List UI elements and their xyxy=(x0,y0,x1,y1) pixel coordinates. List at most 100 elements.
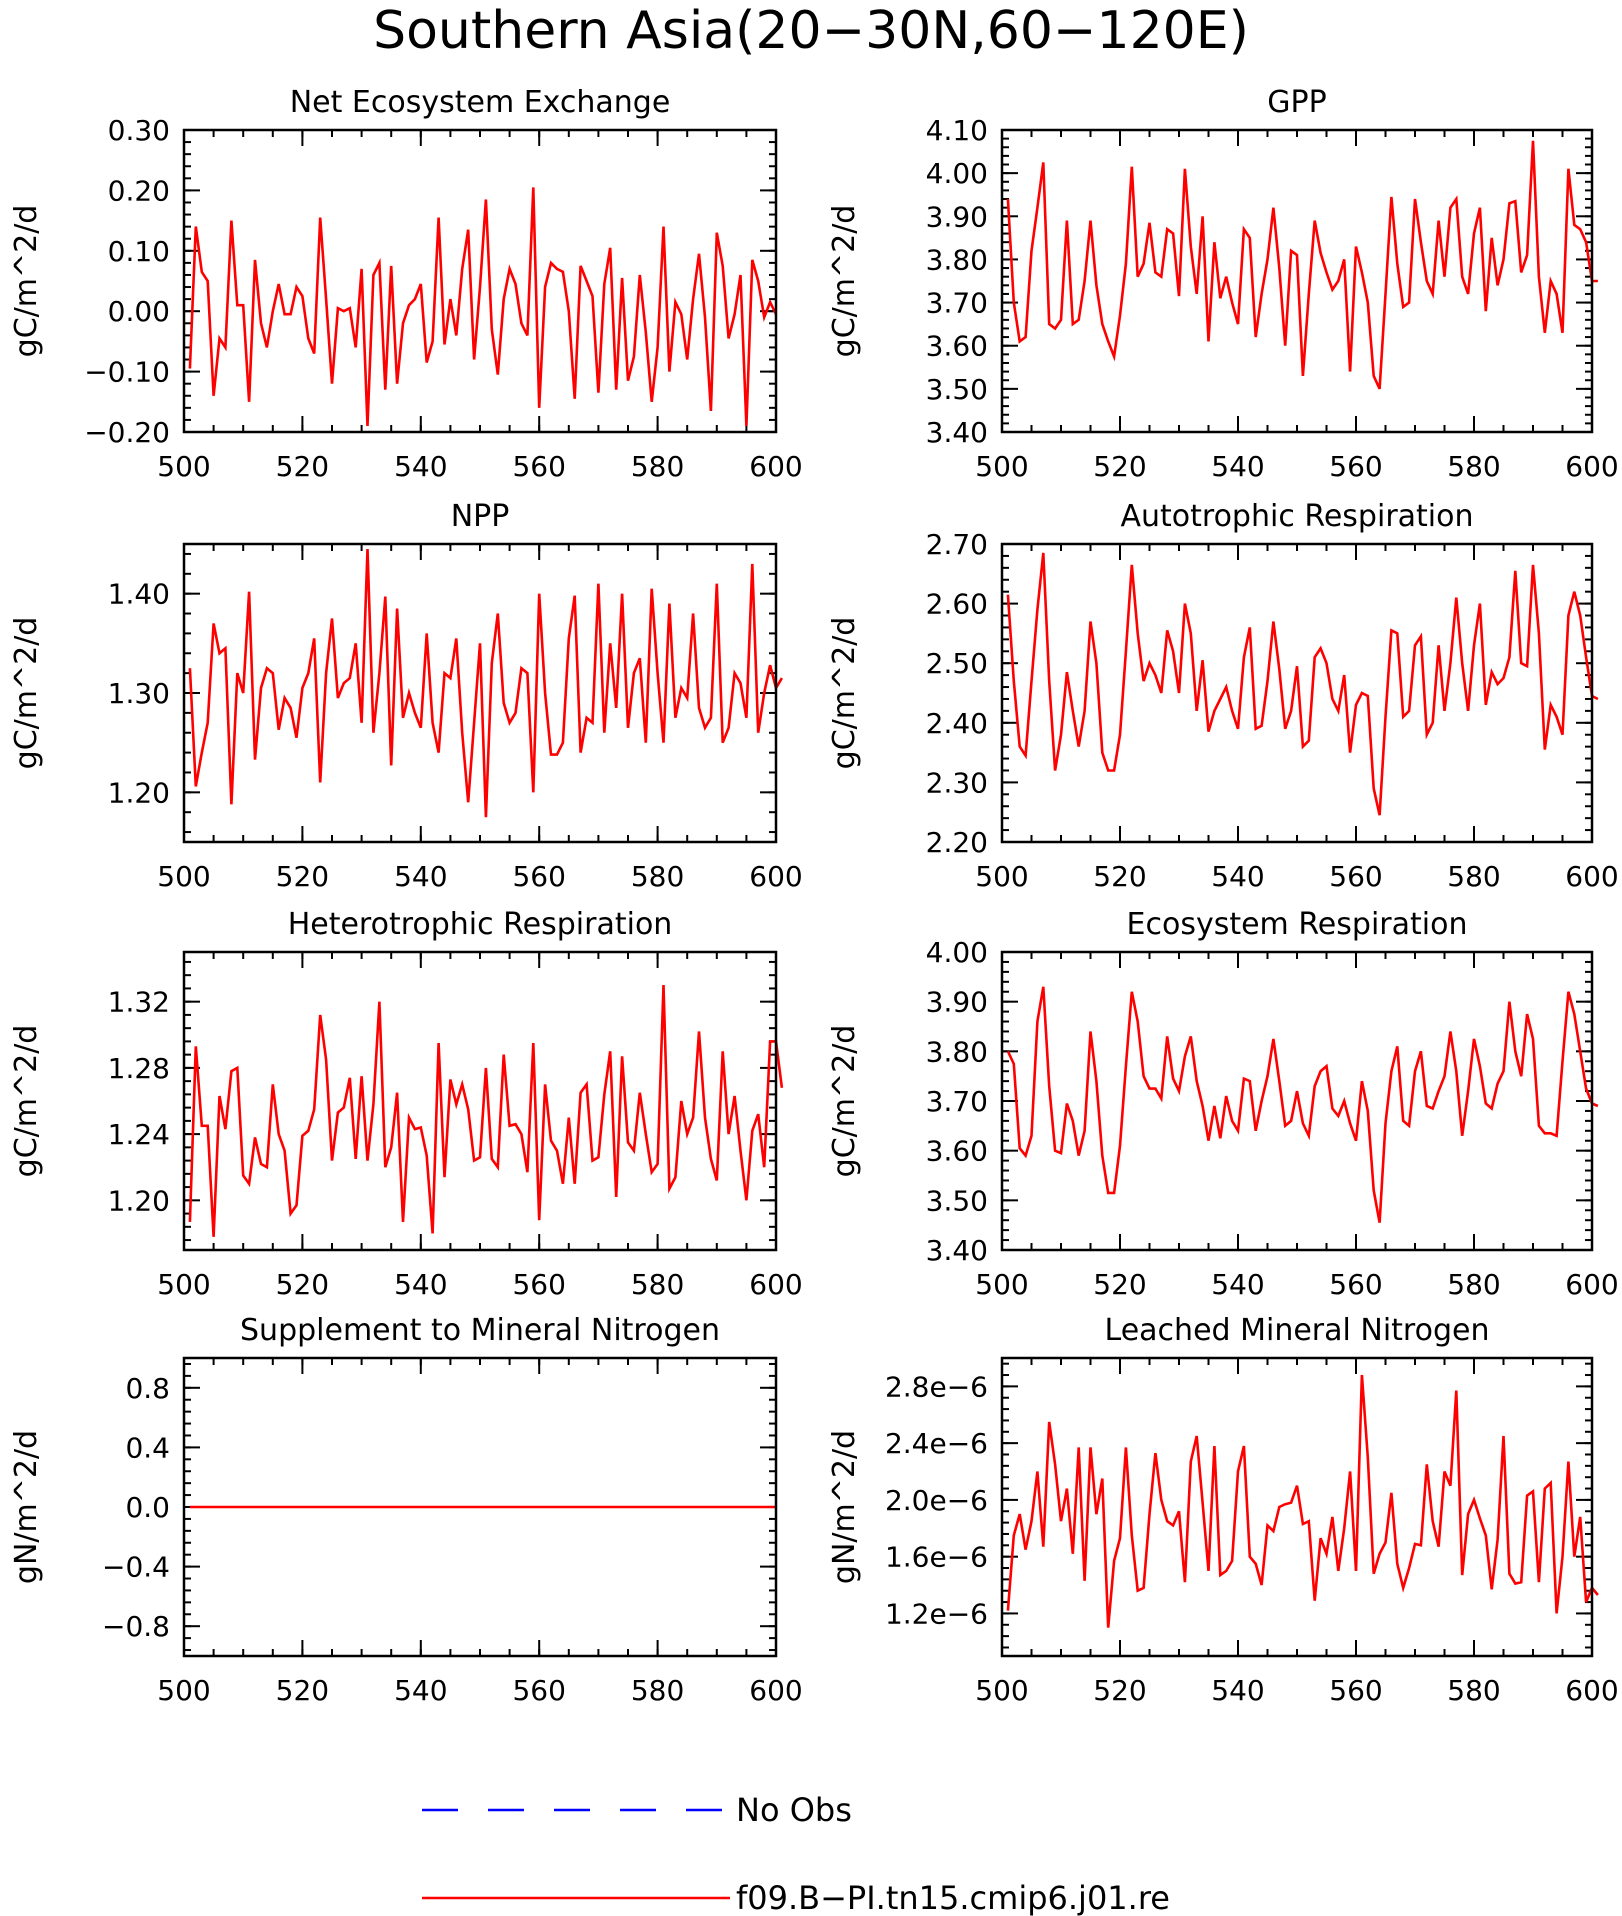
y-tick-label: −0.8 xyxy=(102,1610,170,1643)
panel-supplement-to-mineral-nitrogen: Supplement to Mineral Nitrogen gN/m^2/d 50… xyxy=(9,1313,803,1707)
y-tick-label: 0.10 xyxy=(108,235,170,268)
y-axis-label: gC/m^2/d xyxy=(827,1025,862,1178)
y-tick-label: 2.70 xyxy=(926,528,988,561)
y-tick-label: 3.90 xyxy=(926,200,988,233)
panel-title: Autotrophic Respiration xyxy=(1120,499,1473,534)
x-tick-label: 560 xyxy=(512,450,565,483)
x-tick-label: 600 xyxy=(1565,1674,1618,1707)
y-tick-label: 1.32 xyxy=(108,986,170,1019)
panel-title: Leached Mineral Nitrogen xyxy=(1105,1313,1490,1348)
legend-label: f09.B−PI.tn15.cmip6.j01.re xyxy=(736,1879,1170,1916)
x-tick-label: 500 xyxy=(157,450,210,483)
series-line xyxy=(188,985,784,1237)
x-tick-label: 560 xyxy=(1329,1674,1382,1707)
panel-autotrophic-respiration: Autotrophic Respiration gC/m^2/d 500 520 540… xyxy=(827,499,1619,893)
x-tick-label: 540 xyxy=(1211,1674,1264,1707)
y-axis-label: gN/m^2/d xyxy=(9,1430,44,1584)
panel-ecosystem-respiration: Ecosystem Respiration gC/m^2/d 500 520 540 56… xyxy=(827,907,1619,1301)
y-tick-label: 3.40 xyxy=(926,1234,988,1267)
y-tick-label: 3.60 xyxy=(926,1135,988,1168)
x-tick-label: 600 xyxy=(749,1268,802,1301)
y-axis-label: gN/m^2/d xyxy=(827,1430,862,1584)
y-tick-label: 1.20 xyxy=(108,1184,170,1217)
y-tick-label: 1.6e−6 xyxy=(885,1541,988,1574)
x-tick-label: 520 xyxy=(276,860,329,893)
figure-title: Southern Asia(20−30N,60−120E) xyxy=(373,1,1249,61)
y-tick-label: 4.00 xyxy=(926,157,988,190)
series-line xyxy=(188,187,778,427)
y-tick-label: 3.90 xyxy=(926,986,988,1019)
y-tick-label: 4.00 xyxy=(926,936,988,969)
y-tick-label: 0.00 xyxy=(108,295,170,328)
x-tick-label: 580 xyxy=(631,450,684,483)
y-tick-label: 3.80 xyxy=(926,1035,988,1068)
x-tick-label: 600 xyxy=(1565,860,1618,893)
x-tick-label: 600 xyxy=(1565,450,1618,483)
axes-frame xyxy=(182,1356,778,1658)
series-line xyxy=(1006,1374,1599,1628)
x-tick-label: 500 xyxy=(157,860,210,893)
y-tick-label: 1.2e−6 xyxy=(885,1597,988,1630)
x-tick-label: 520 xyxy=(276,1674,329,1707)
x-tick-label: 520 xyxy=(1093,1268,1146,1301)
y-axis-label: gC/m^2/d xyxy=(9,205,44,358)
x-tick-label: 540 xyxy=(1211,860,1264,893)
x-tick-label: 520 xyxy=(1093,860,1146,893)
x-tick-label: 580 xyxy=(631,1674,684,1707)
x-tick-label: 600 xyxy=(749,450,802,483)
panel-title: Heterotrophic Respiration xyxy=(288,907,673,942)
y-tick-label: 2.0e−6 xyxy=(885,1484,988,1517)
x-tick-label: 500 xyxy=(157,1268,210,1301)
x-tick-label: 580 xyxy=(631,860,684,893)
axes-frame xyxy=(1000,1356,1594,1658)
x-tick-label: 500 xyxy=(975,1674,1028,1707)
y-tick-label: 0.4 xyxy=(125,1431,170,1464)
panel-title: GPP xyxy=(1267,85,1326,120)
y-axis-label: gC/m^2/d xyxy=(9,617,44,770)
y-tick-label: 4.10 xyxy=(926,114,988,147)
axes-frame xyxy=(182,950,778,1252)
panels: Net Ecosystem Exchange gC/m^2/d 500 520 540 5… xyxy=(9,85,1619,1707)
y-tick-label: 3.60 xyxy=(926,330,988,363)
x-tick-label: 600 xyxy=(749,1674,802,1707)
panel-gpp: GPP gC/m^2/d 500 520 540 560 580 600 3.40 3.50 3.6… xyxy=(827,85,1619,483)
x-tick-label: 500 xyxy=(975,1268,1028,1301)
x-tick-label: 560 xyxy=(512,860,565,893)
x-tick-label: 520 xyxy=(1093,450,1146,483)
y-tick-label: 3.50 xyxy=(926,1184,988,1217)
y-tick-label: 1.40 xyxy=(108,578,170,611)
y-tick-label: 2.40 xyxy=(926,707,988,740)
y-tick-label: 2.50 xyxy=(926,647,988,680)
y-tick-label: 1.24 xyxy=(108,1118,170,1151)
y-tick-label: −0.20 xyxy=(84,416,170,449)
series-line xyxy=(1006,140,1598,390)
y-tick-label: −0.10 xyxy=(84,356,170,389)
panel-title: Net Ecosystem Exchange xyxy=(290,85,671,120)
x-tick-label: 540 xyxy=(1211,1268,1264,1301)
y-axis-label: gC/m^2/d xyxy=(9,1025,44,1178)
y-tick-label: 3.70 xyxy=(926,1085,988,1118)
x-tick-label: 560 xyxy=(512,1674,565,1707)
x-tick-label: 540 xyxy=(394,1268,447,1301)
legend-label: No Obs xyxy=(736,1791,852,1829)
y-tick-label: 0.0 xyxy=(125,1491,170,1524)
y-tick-label: 3.70 xyxy=(926,287,988,320)
x-tick-label: 560 xyxy=(1329,1268,1382,1301)
panel-title: Ecosystem Respiration xyxy=(1127,907,1468,942)
panel-net-ecosystem-exchange: Net Ecosystem Exchange gC/m^2/d 500 520 540 5… xyxy=(9,85,803,483)
x-tick-label: 540 xyxy=(394,1674,447,1707)
x-tick-label: 560 xyxy=(1329,450,1382,483)
y-tick-label: 2.8e−6 xyxy=(885,1370,988,1403)
y-tick-label: 1.28 xyxy=(108,1052,170,1085)
y-axis-label: gC/m^2/d xyxy=(827,205,862,358)
axes-frame xyxy=(1000,128,1594,434)
x-tick-label: 540 xyxy=(394,450,447,483)
y-tick-label: 2.4e−6 xyxy=(885,1427,988,1460)
y-tick-label: 3.40 xyxy=(926,416,988,449)
y-tick-label: 0.30 xyxy=(108,114,170,147)
y-tick-label: −0.4 xyxy=(102,1551,170,1584)
series-line xyxy=(1006,986,1599,1223)
y-tick-label: 2.60 xyxy=(926,588,988,621)
y-axis-label: gC/m^2/d xyxy=(827,617,862,770)
